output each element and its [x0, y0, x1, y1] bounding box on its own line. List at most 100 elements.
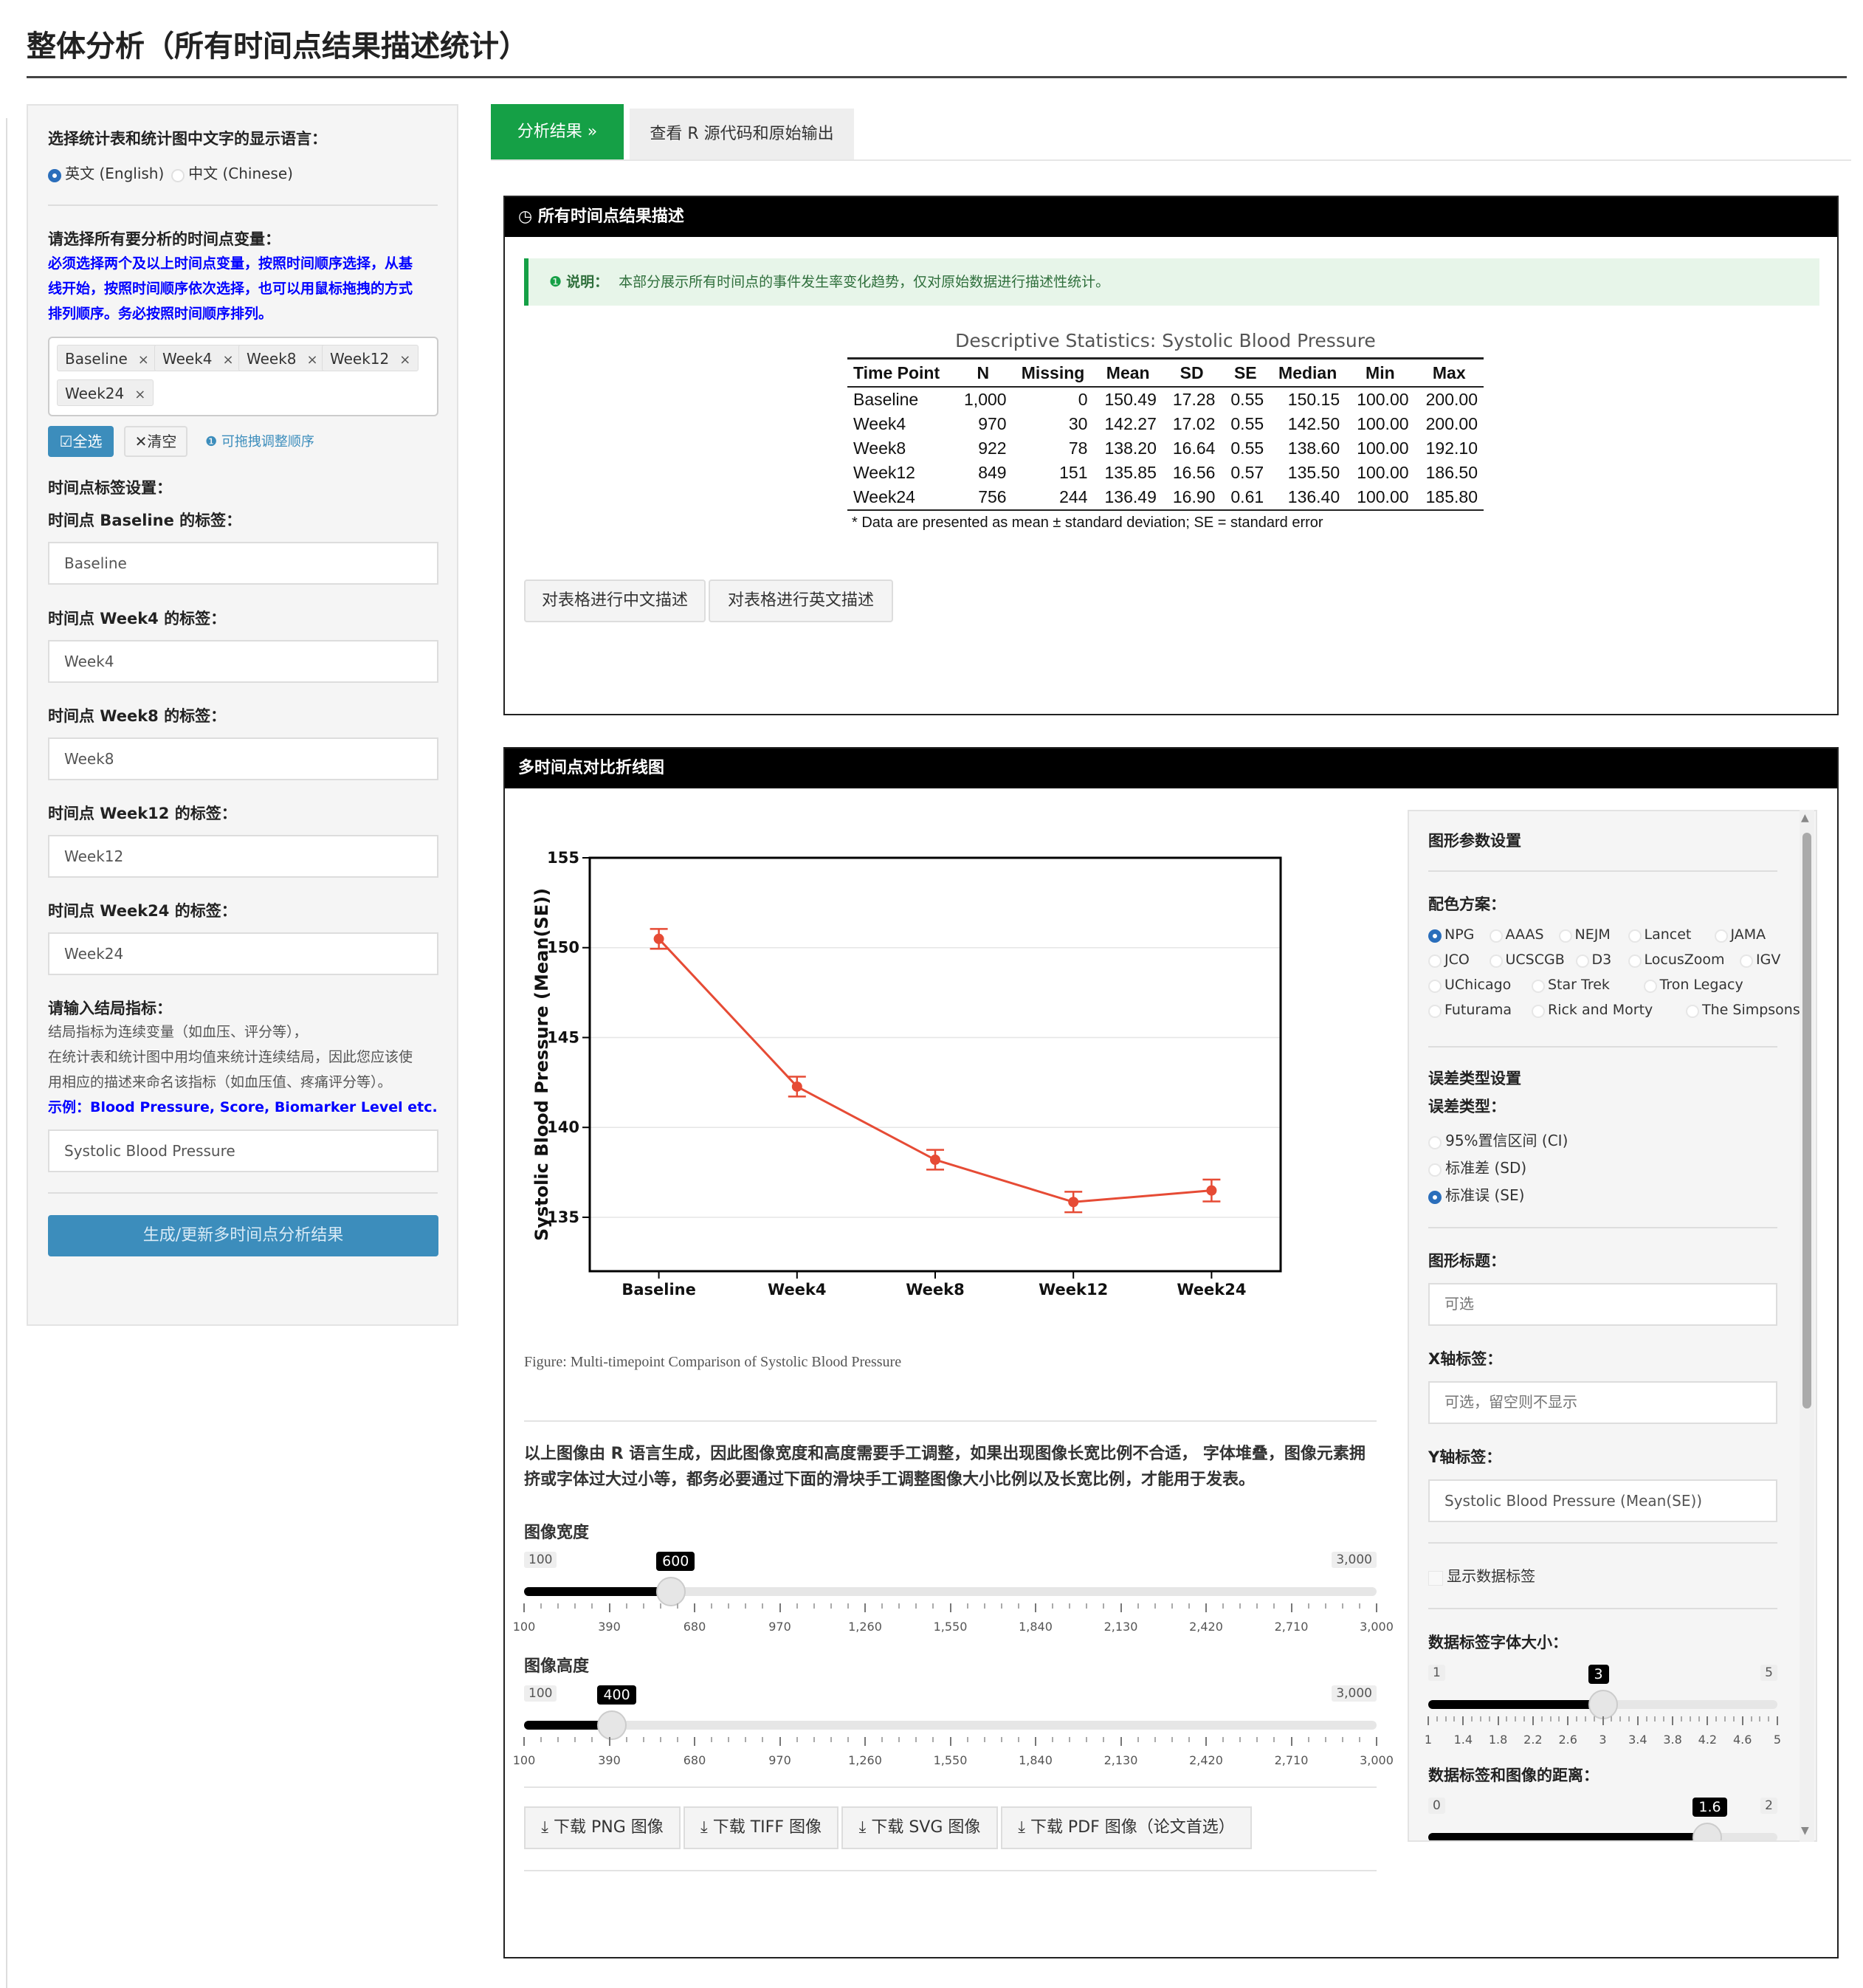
settings-scrollbar-thumb[interactable]	[1802, 833, 1811, 1409]
timepoint-note-3: 排列顺序。务必按照时间顺序排列。	[48, 306, 273, 322]
tab-r-source[interactable]: 查看 R 源代码和原始输出	[630, 109, 854, 160]
table-row: Week24 756 244 136.49 16.90 0.61 136.40 100.00 1…	[847, 485, 1484, 511]
download-tiff-button[interactable]: ⤓ 下载 TIFF 图像	[683, 1806, 838, 1849]
checkbox-label: 显示数据标签	[1447, 1567, 1536, 1585]
radio-button[interactable]	[1428, 979, 1442, 993]
scroll-up-arrow-icon[interactable]: ▲	[1801, 812, 1809, 824]
slider-tick-label: 1	[1424, 1733, 1433, 1747]
radio-palette-lancet[interactable]: Lancet	[1628, 926, 1691, 943]
slider-minor-tick	[1689, 1716, 1691, 1722]
describe-chinese-button[interactable]: 对表格进行中文描述	[524, 579, 706, 622]
clear-button[interactable]: ✕清空	[124, 426, 187, 457]
tag-remove-icon[interactable]: ×	[399, 352, 411, 368]
label-baseline-input[interactable]: Baseline	[48, 542, 438, 585]
radio-button[interactable]	[1643, 979, 1657, 993]
plot-title-input[interactable]	[1428, 1283, 1777, 1326]
divider	[48, 204, 438, 206]
radio-button[interactable]	[1740, 954, 1753, 968]
slider-track[interactable]	[524, 1587, 1377, 1596]
slider-handle[interactable]	[1692, 1823, 1723, 1840]
tag-remove-icon[interactable]: ×	[222, 352, 234, 368]
slider-handle[interactable]	[597, 1710, 627, 1740]
radio-button[interactable]	[1686, 1004, 1699, 1018]
radio-button[interactable]	[1428, 1135, 1442, 1149]
checkbox-box[interactable]	[1428, 1570, 1443, 1586]
radio-palette-star-trek[interactable]: Star Trek	[1532, 977, 1610, 993]
label-week4-input[interactable]: Week4	[48, 640, 438, 683]
radio-palette-jama[interactable]: JAMA	[1714, 926, 1766, 943]
slider-tick	[1376, 1603, 1377, 1612]
timepoint-multiselect[interactable]: Baseline × Week4 × Week8 × Week12 × Week24 ×	[48, 337, 438, 416]
slider-minor-tick	[983, 1737, 985, 1742]
radio-palette-jco[interactable]: JCO	[1428, 952, 1470, 968]
radio-palette-d3[interactable]: D3	[1575, 952, 1611, 968]
radio-button[interactable]	[1532, 1004, 1545, 1018]
radio-palette-futurama[interactable]: Futurama	[1428, 1002, 1512, 1018]
xaxis-label-input[interactable]	[1428, 1381, 1777, 1424]
radio-button[interactable]	[1628, 954, 1642, 968]
radio-palette-nejm[interactable]: NEJM	[1558, 926, 1611, 943]
describe-english-button[interactable]: 对表格进行英文描述	[709, 579, 893, 622]
radio-palette-tron-legacy[interactable]: Tron Legacy	[1643, 977, 1743, 993]
height-slider[interactable]: 100 3,000 400 100 390 680 970 1,260 1,550 1,840 2,…	[513, 1685, 1394, 1767]
scroll-down-arrow-icon[interactable]: ▼	[1801, 1825, 1809, 1837]
outcome-input[interactable]: Systolic Blood Pressure	[48, 1129, 438, 1172]
slider-tick-label: 1,550	[933, 1753, 968, 1767]
radio-palette-npg[interactable]: NPG	[1428, 926, 1474, 943]
slider-handle[interactable]	[1588, 1690, 1618, 1719]
download-svg-button[interactable]: ⤓ 下载 SVG 图像	[841, 1806, 998, 1849]
tag-remove-icon[interactable]: ×	[306, 352, 318, 368]
radio-button[interactable]	[1489, 929, 1503, 943]
label-week12-input[interactable]: Week12	[48, 835, 438, 878]
radio-palette-ucscgb[interactable]: UCSCGB	[1489, 952, 1565, 968]
radio-palette-igv[interactable]: IGV	[1740, 952, 1780, 968]
show-labels-checkbox[interactable]: 显示数据标签	[1428, 1564, 1535, 1586]
tag-remove-icon[interactable]: ×	[134, 387, 146, 402]
radio-lang-chinese[interactable]: 中文 (Chinese)	[171, 162, 293, 183]
radio-button[interactable]	[1575, 954, 1589, 968]
slider-minor-tick	[1171, 1737, 1173, 1742]
yaxis-label-input[interactable]: Systolic Blood Pressure (Mean(SE))	[1428, 1479, 1777, 1522]
radio-error-ci[interactable]: 95%置信区间 (CI)	[1428, 1129, 1568, 1150]
radio-palette-aaas[interactable]: AAAS	[1489, 926, 1544, 943]
slider-track[interactable]	[524, 1721, 1377, 1730]
radio-label: AAAS	[1505, 926, 1544, 943]
radio-error-se[interactable]: 标准误 (SE)	[1428, 1183, 1524, 1205]
generate-button[interactable]: 生成/更新多时间点分析结果	[48, 1215, 438, 1256]
radio-lang-english[interactable]: 英文 (English)	[48, 162, 164, 183]
label-distance-slider[interactable]: 0 2 1.6	[1428, 1798, 1777, 1840]
label-font-size-slider[interactable]: 1 5 3 1 1.4 1.8 2.2 2.6 3 3.4 3.8 4.2 4.6 5	[1425, 1665, 1781, 1747]
slider-minor-tick	[1523, 1716, 1526, 1722]
tag-remove-icon[interactable]: ×	[137, 352, 149, 368]
slider-minor-tick	[1358, 1603, 1360, 1609]
slider-fill	[1428, 1833, 1708, 1840]
radio-button[interactable]	[1428, 1163, 1442, 1177]
radio-button[interactable]	[1428, 954, 1442, 968]
radio-button[interactable]	[1628, 929, 1642, 943]
radio-button[interactable]	[48, 168, 61, 182]
label-week8-input[interactable]: Week8	[48, 737, 438, 780]
download-pdf-button[interactable]: ⤓ 下载 PDF 图像（论文首选）	[1001, 1806, 1252, 1849]
radio-button[interactable]	[1428, 929, 1442, 943]
slider-minor-tick	[966, 1737, 968, 1742]
select-all-button[interactable]: ☑全选	[48, 426, 114, 457]
radio-palette-rick-and-morty[interactable]: Rick and Morty	[1532, 1002, 1653, 1018]
radio-button[interactable]	[1428, 1004, 1442, 1018]
radio-palette-uchicago[interactable]: UChicago	[1428, 977, 1511, 993]
label-week24-input[interactable]: Week24	[48, 932, 438, 975]
radio-button[interactable]	[1558, 929, 1572, 943]
radio-button[interactable]	[1532, 979, 1545, 993]
radio-palette-locuszoom[interactable]: LocusZoom	[1628, 952, 1725, 968]
tab-analysis-results[interactable]: 分析结果 »	[491, 104, 624, 160]
radio-button[interactable]	[1428, 1190, 1442, 1204]
width-slider[interactable]: 100 3,000 600 100 390 680 970 1,260 1,550 1,840 2,…	[513, 1552, 1394, 1634]
radio-button[interactable]	[1489, 954, 1503, 968]
label-distance-label: 数据标签和图像的距离：	[1428, 1767, 1599, 1784]
radio-button[interactable]	[171, 168, 185, 182]
table-cell: 142.50	[1287, 414, 1340, 433]
slider-handle[interactable]	[656, 1577, 686, 1606]
radio-palette-the-simpsons[interactable]: The Simpsons	[1686, 1002, 1800, 1018]
radio-button[interactable]	[1714, 929, 1728, 943]
download-png-button[interactable]: ⤓ 下载 PNG 图像	[524, 1806, 681, 1849]
radio-error-sd[interactable]: 标准差 (SD)	[1428, 1156, 1526, 1177]
